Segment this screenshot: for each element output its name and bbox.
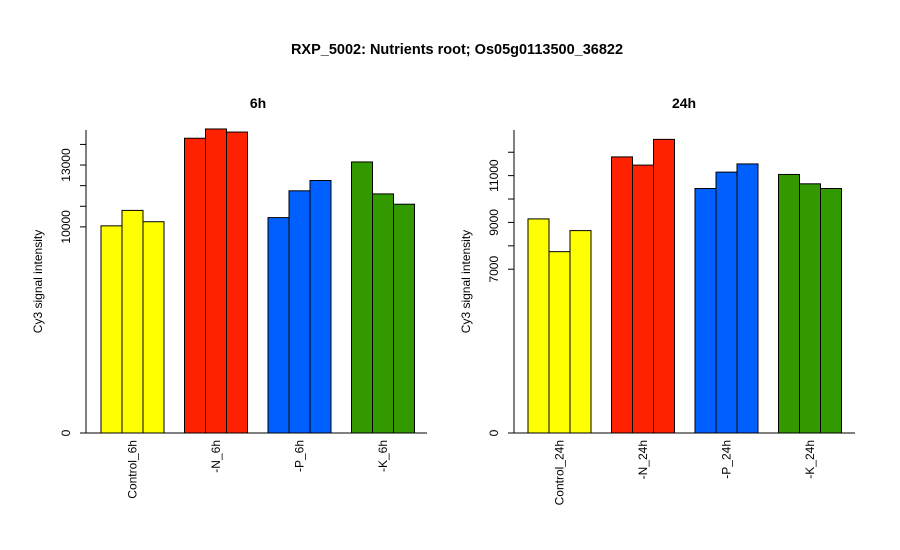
bar-control-6h-2	[121, 209, 144, 434]
bar-control-6h-3	[142, 221, 165, 434]
category-label-n-24h: -N_24h	[636, 440, 650, 479]
y-axis-label: Cy3 signal intensity	[31, 230, 45, 333]
y-axis-label: Cy3 signal intensity	[459, 230, 473, 333]
y-tick-label: 7000	[487, 256, 501, 283]
bar-n-24h-2	[632, 164, 654, 434]
bar-p-6h-3	[309, 180, 332, 434]
panel-24h: 24h Cy3 signal intensity Control_24h -N_24h…	[459, 95, 855, 505]
y-tick-label: 11000	[487, 159, 501, 192]
bar-control-24h-2	[548, 251, 571, 434]
y-tick-label: 0	[487, 429, 501, 436]
y-tick-label: 9000	[487, 209, 501, 236]
figure-title: RXP_5002: Nutrients root; Os05g0113500_3…	[291, 42, 623, 58]
bar-p-24h-3	[736, 163, 759, 434]
bar-control-24h-1	[527, 218, 550, 434]
y-tick-label: 10000	[59, 210, 73, 244]
bar-k-24h-3	[820, 187, 842, 434]
panel-6h: 6h Cy3 signal intensity Control_6h -N_6h -P_…	[31, 95, 427, 499]
bar-control-6h-1	[100, 225, 123, 434]
bar-p-6h-1	[267, 217, 290, 434]
bar-n-6h-2	[205, 128, 227, 434]
bar-n-6h-3	[226, 131, 248, 434]
y-tick-label: 13000	[59, 148, 73, 182]
bar-k-24h-1	[778, 173, 800, 434]
bar-k-6h-3	[393, 203, 415, 434]
category-label-n-6h: -N_6h	[209, 440, 223, 473]
bar-k-6h-2	[372, 193, 394, 434]
category-label-control-24h: Control_24h	[553, 440, 567, 505]
category-label-k-6h: -K_6h	[376, 440, 390, 472]
bar-n-6h-1	[184, 137, 206, 434]
category-label-k-24h: -K_24h	[803, 440, 817, 479]
bar-k-6h-1	[351, 161, 373, 434]
y-tick-label: 0	[59, 429, 73, 436]
bar-n-24h-1	[611, 156, 633, 434]
category-label-p-6h: -P_6h	[293, 440, 307, 472]
bar-p-6h-2	[288, 190, 311, 434]
category-label-control-6h: Control_6h	[126, 440, 140, 499]
category-label-p-24h: -P_24h	[720, 440, 734, 479]
bar-k-24h-2	[799, 183, 821, 434]
bar-p-24h-2	[715, 171, 738, 434]
bar-n-24h-3	[653, 138, 675, 434]
bar-control-24h-3	[569, 230, 592, 434]
panel-title: 6h	[250, 95, 266, 111]
bar-p-24h-1	[694, 187, 717, 434]
panel-title: 24h	[672, 95, 696, 111]
